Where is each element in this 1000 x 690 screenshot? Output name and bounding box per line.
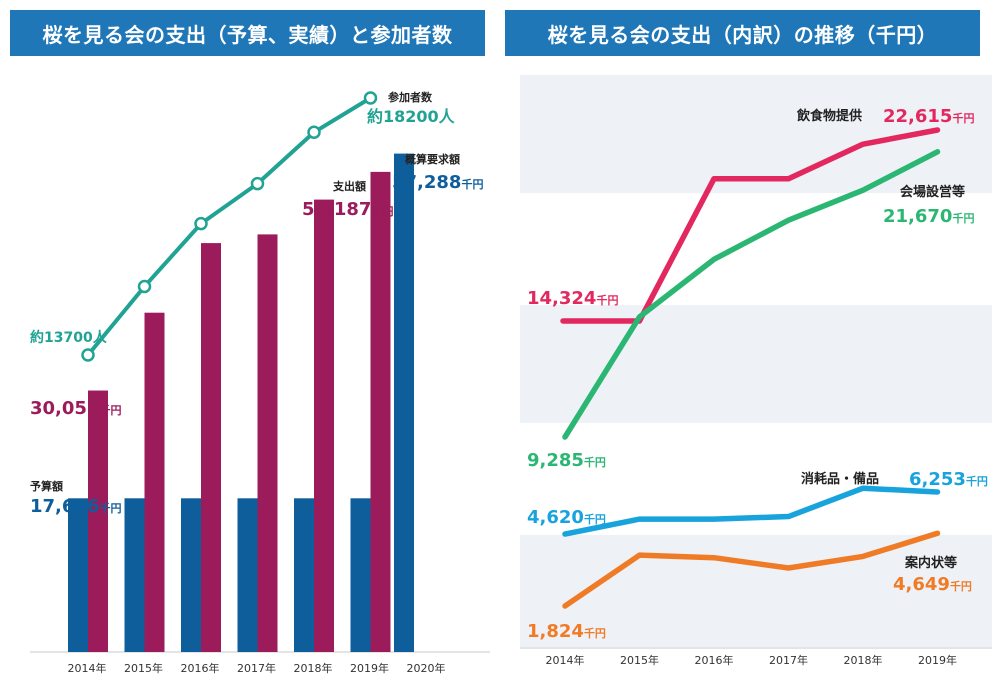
x-tick-label: 2014年 (68, 661, 107, 675)
invitations-line (562, 530, 941, 609)
x-tick-label: 2019年 (350, 661, 389, 675)
spend-caption: 支出額 (332, 179, 366, 193)
x-tick-label: 2017年 (237, 661, 276, 675)
spend-bar (314, 199, 334, 652)
spend-bar (201, 243, 221, 652)
food-first-label: 14,324千円 (527, 288, 618, 309)
request-caption: 概算要求額 (405, 152, 460, 166)
invitations-series-label: 案内状等 (904, 555, 957, 571)
invitations-first-label: 1,824千円 (527, 621, 606, 642)
participants-point (250, 176, 265, 191)
spend-bar (144, 312, 165, 652)
venue-last-label: 21,670千円 (883, 206, 974, 227)
venue-series-label: 会場設営等 (900, 184, 965, 200)
budget-bar (181, 498, 201, 652)
x-tick-label: 2016年 (695, 653, 734, 667)
venue-line (562, 149, 941, 440)
budget-bar (294, 498, 314, 652)
supplies-series-label: 消耗品・備品 (801, 471, 879, 487)
x-tick-label: 2020年 (407, 661, 446, 675)
budget-caption: 予算額 (30, 479, 63, 493)
spend-breakdown-chart: 2014年 2015年 2016年 2017年 2018年 2019年 14,324千円 飲食… (520, 75, 992, 667)
food-series-label: 飲食物提供 (796, 108, 862, 124)
participants-point (363, 91, 378, 105)
supplies-last-label: 6,253千円 (909, 469, 988, 490)
participants-line (86, 96, 372, 357)
participants-point (194, 216, 208, 231)
spend-first-label: 30,053千円 (30, 398, 121, 419)
left-chart-title: 桜を見る会の支出（予算、実績）と参加者数 (10, 10, 485, 56)
participants-last-label: 約18200人 (367, 107, 456, 126)
x-tick-label: 2015年 (124, 661, 163, 675)
spend-bar (88, 390, 108, 652)
budget-bar (237, 498, 258, 652)
budget-bar (68, 498, 88, 652)
x-tick-label: 2016年 (181, 661, 220, 675)
invitations-last-label: 4,649千円 (893, 574, 972, 595)
request-bar (394, 153, 414, 652)
venue-first-label: 9,285千円 (527, 450, 606, 471)
x-tick-label: 2019年 (918, 653, 957, 667)
x-tick-label: 2017年 (769, 653, 808, 667)
spend-bar (257, 234, 278, 652)
budget-bar (350, 498, 371, 652)
participants-caption: 参加者数 (388, 90, 433, 104)
x-tick-label: 2018年 (294, 661, 333, 675)
right-chart-panel: 桜を見る会の支出（内訳）の推移（千円） 2014年 2015年 2016年 2017年… (505, 0, 1000, 690)
budget-bar (124, 498, 145, 652)
right-chart-title: 桜を見る会の支出（内訳）の推移（千円） (505, 10, 980, 56)
background-band (520, 535, 992, 647)
participants-first-label: 約13700人 (30, 329, 108, 346)
background-band (520, 305, 992, 423)
budget-first-label: 17,666千円 (30, 496, 121, 517)
food-line (560, 127, 941, 324)
panel-divider (497, 0, 503, 690)
spend-bar (370, 171, 391, 652)
participants-point (307, 125, 321, 140)
participants-point (137, 279, 152, 294)
request-label: 57,288千円 (392, 172, 483, 193)
participants-point (81, 348, 95, 362)
budget-spend-participants-chart: 2014年 2015年 2016年 2017年 2018年 2019年 2020年 約1370… (30, 90, 490, 675)
supplies-first-label: 4,620千円 (527, 507, 606, 528)
spend-last-label: 55,187千円 (302, 199, 393, 220)
x-tick-label: 2014年 (546, 653, 585, 667)
supplies-line (562, 485, 941, 537)
left-chart-panel: 桜を見る会の支出（予算、実績）と参加者数 2014年 2015年 2016年 2017… (0, 0, 495, 690)
x-tick-label: 2018年 (844, 653, 883, 667)
x-tick-label: 2015年 (620, 653, 659, 667)
food-last-label: 22,615千円 (883, 106, 974, 127)
